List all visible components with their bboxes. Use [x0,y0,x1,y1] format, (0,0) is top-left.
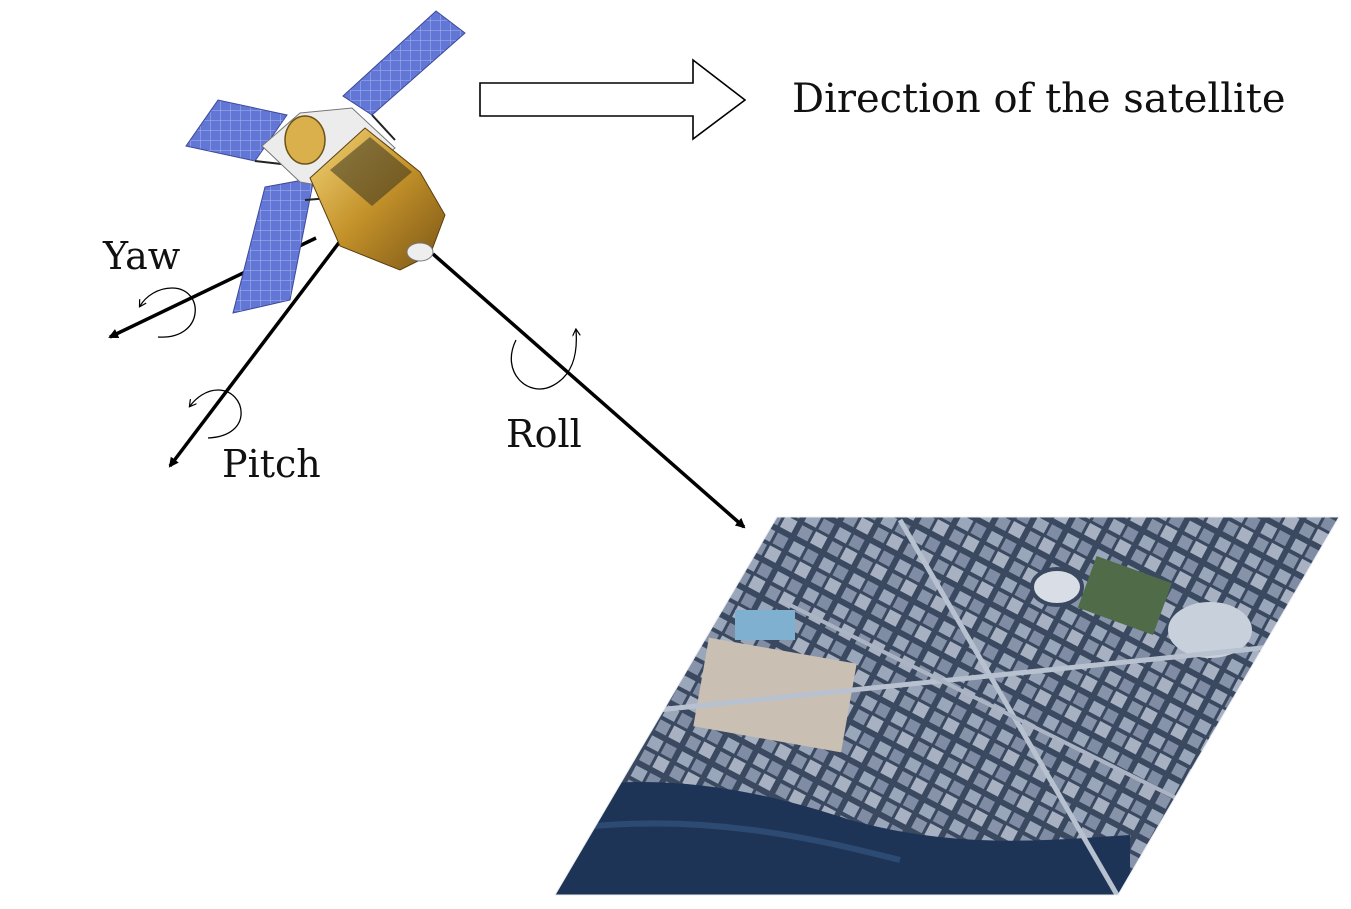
roll-axis-arrow [431,252,746,529]
roll-rotation-icon [510,330,576,390]
pitch-axis-arrow [168,230,349,468]
direction-label: Direction of the satellite [792,76,1286,122]
yaw-label: Yaw [103,234,181,278]
satellite-icon [185,10,466,314]
direction-arrow-icon [479,58,747,141]
yaw-rotation-icon [140,287,196,338]
aerial-city-image [555,517,1339,895]
pitch-label: Pitch [222,442,321,486]
pitch-rotation-icon [190,389,242,439]
roll-label: Roll [506,412,582,456]
